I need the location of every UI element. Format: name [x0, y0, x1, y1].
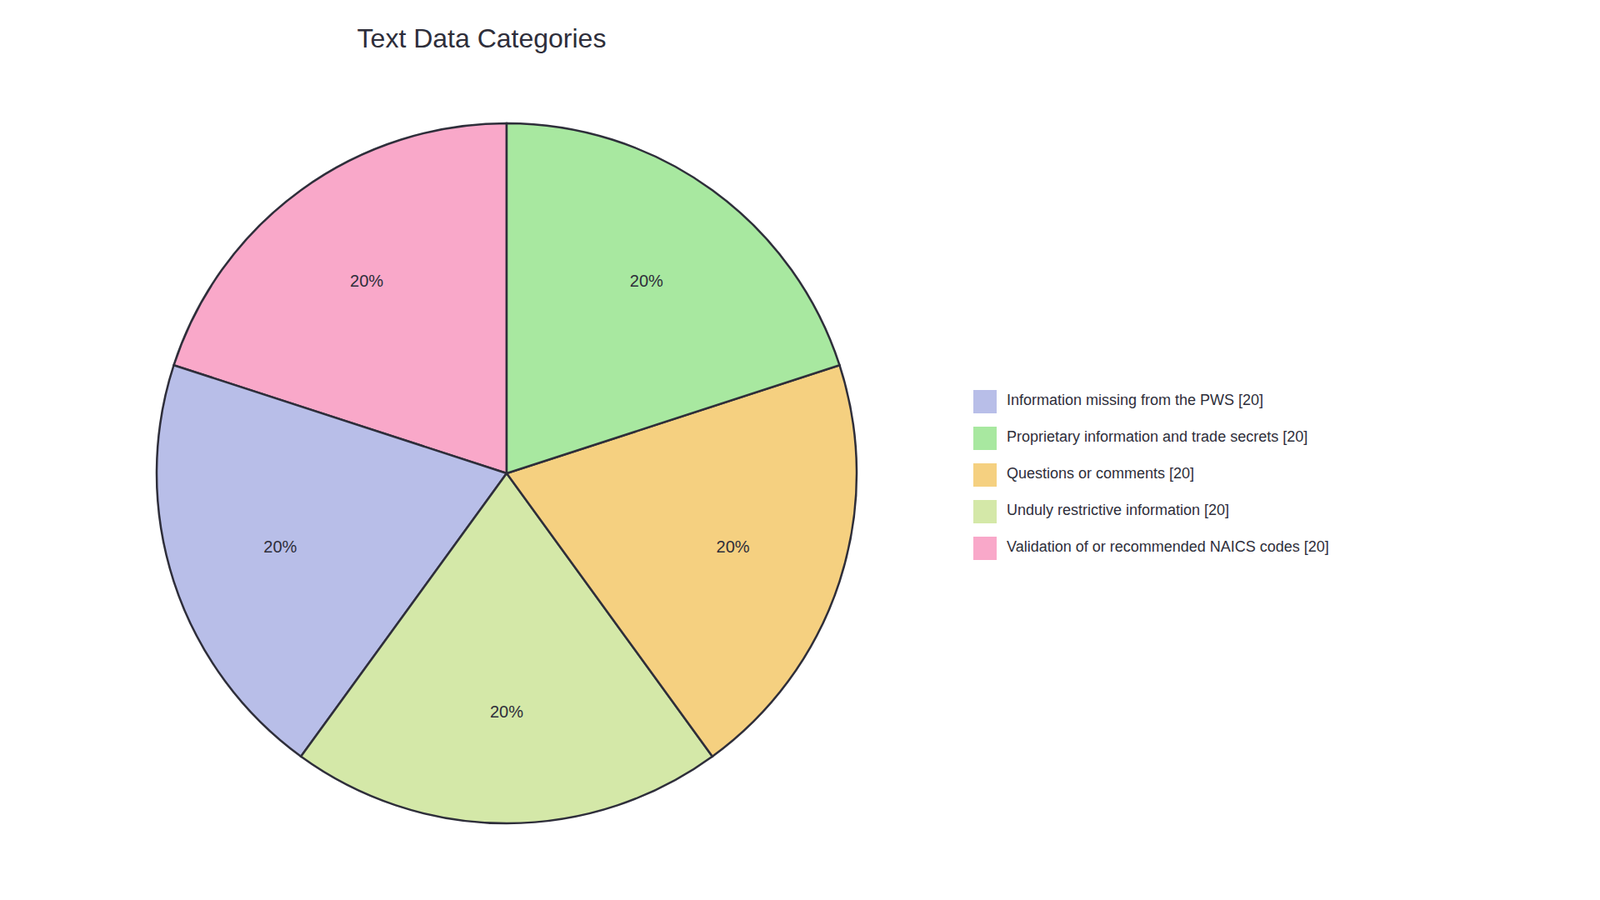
svg-text:20%: 20%	[716, 537, 750, 556]
html-text:Proprietary information and tr: Proprietary information and trade secret…	[1006, 428, 1308, 445]
html-text:Information missing from the P: Information missing from the PWS [20]	[1006, 391, 1264, 409]
svg-text:20%: 20%	[263, 537, 297, 556]
html-text:Unduly restrictive information: Unduly restrictive information [20]	[1006, 501, 1230, 519]
svg-text:20%: 20%	[630, 271, 664, 290]
svg-text:20%: 20%	[490, 702, 524, 721]
svg-text:20%: 20%	[350, 271, 384, 290]
html-text:Text Data Categories: Text Data Categories	[357, 23, 607, 54]
html-text:Questions or comments [20]: Questions or comments [20]	[1006, 465, 1195, 482]
html-text:Validation of or recommended N: Validation of or recommended NAICS codes…	[1006, 538, 1330, 555]
